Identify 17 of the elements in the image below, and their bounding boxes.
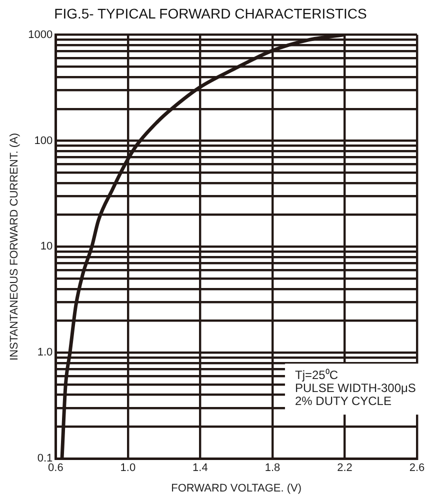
y-tick-label: 10 xyxy=(40,240,53,253)
x-tick-label: 1.0 xyxy=(120,462,136,474)
chart-title: FIG.5- TYPICAL FORWARD CHARACTERISTICS xyxy=(54,5,367,22)
x-tick-label: 1.8 xyxy=(264,462,280,474)
y-tick-label: 0.1 xyxy=(37,452,53,465)
y-tick-label: 1.0 xyxy=(37,346,53,359)
x-tick-label: 0.6 xyxy=(48,462,64,474)
x-tick-label: 1.4 xyxy=(192,462,208,474)
annotation: Tj=25⁰C xyxy=(294,368,338,382)
y-axis-title: INSTANTANEOUS FORWARD CURRENT. (A) xyxy=(8,132,21,360)
x-tick-label: 2.2 xyxy=(337,462,352,474)
x-axis-title: FORWARD VOLTAGE. (V) xyxy=(171,482,302,494)
annotation: PULSE WIDTH-300μS xyxy=(294,380,416,395)
annotation: 2% DUTY CYCLE xyxy=(294,394,392,408)
y-tick-label: 1000 xyxy=(28,28,53,41)
y-tick-label: 100 xyxy=(34,134,53,147)
x-tick-label: 2.6 xyxy=(409,462,425,474)
